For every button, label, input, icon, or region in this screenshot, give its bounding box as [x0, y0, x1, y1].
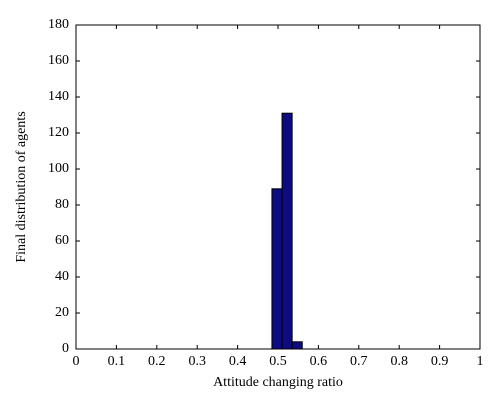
y-tick-label: 160	[48, 53, 69, 68]
y-tick-label: 120	[48, 125, 69, 140]
y-tick-label: 0	[62, 341, 69, 356]
x-tick-label: 0.9	[431, 354, 449, 369]
x-tick-label: 0.4	[229, 354, 247, 369]
y-tick-label: 140	[48, 89, 69, 104]
x-tick-label: 0.8	[390, 354, 408, 369]
bar	[291, 341, 303, 350]
y-tick-label: 60	[55, 233, 69, 248]
y-axis-label: Final distribution of agents	[14, 111, 29, 262]
x-tick-label: 0.3	[188, 354, 206, 369]
x-tick-label: 1	[477, 354, 484, 369]
y-tick-label: 180	[48, 17, 69, 32]
y-tick-label: 40	[55, 269, 69, 284]
x-tick-label: 0.6	[310, 354, 328, 369]
y-tick-label: 100	[48, 161, 69, 176]
x-tick-label: 0	[73, 354, 80, 369]
x-tick-label: 0.7	[350, 354, 368, 369]
x-tick-label: 0.2	[148, 354, 166, 369]
y-tick-label: 20	[55, 305, 69, 320]
bar	[271, 188, 283, 350]
y-tick-label: 80	[55, 197, 69, 212]
x-tick-label: 0.1	[108, 354, 126, 369]
x-tick-label: 0.5	[269, 354, 287, 369]
x-axis-label: Attitude changing ratio	[213, 375, 343, 390]
bar	[281, 112, 293, 350]
